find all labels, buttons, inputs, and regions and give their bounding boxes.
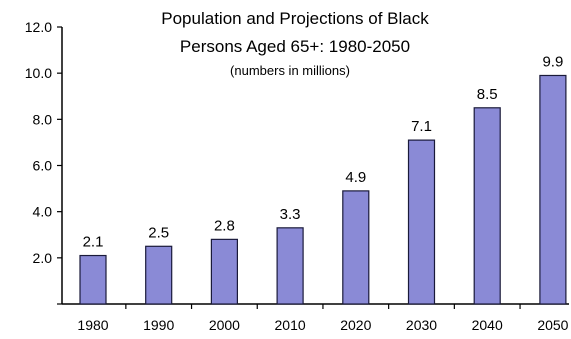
data-label-2020: 4.9 xyxy=(345,169,366,186)
data-label-2000: 2.8 xyxy=(214,217,235,234)
bar-1980 xyxy=(79,254,107,305)
x-tick-label-2000: 2000 xyxy=(209,317,240,333)
bar-1990 xyxy=(145,245,173,305)
y-tick-label: 4.0 xyxy=(33,204,53,220)
bar-2020 xyxy=(342,190,370,305)
y-tick-label: 12.0 xyxy=(25,19,52,35)
x-tick-label-2030: 2030 xyxy=(406,317,437,333)
bar-2030 xyxy=(407,139,436,305)
bar-2010 xyxy=(276,227,304,305)
chart-title-line-2: Persons Aged 65+: 1980-2050 xyxy=(180,37,410,56)
bars xyxy=(79,74,567,305)
y-tick-label: 6.0 xyxy=(33,158,53,174)
y-tick-label: 2.0 xyxy=(33,250,53,266)
chart-subtitle: (numbers in millions) xyxy=(230,63,350,78)
bar-2040 xyxy=(473,107,501,305)
data-label-1990: 2.5 xyxy=(148,224,169,241)
x-tick-label-2040: 2040 xyxy=(472,317,503,333)
chart-title-line-1: Population and Projections of Black xyxy=(161,9,429,28)
x-tick-label-1990: 1990 xyxy=(143,317,174,333)
data-label-2010: 3.3 xyxy=(280,206,301,223)
y-tick-label: 8.0 xyxy=(33,111,53,127)
x-tick-label-2050: 2050 xyxy=(537,317,568,333)
x-tick-label-1980: 1980 xyxy=(77,317,108,333)
data-label-2030: 7.1 xyxy=(411,118,432,135)
data-label-2050: 9.9 xyxy=(542,53,563,70)
bar-2000 xyxy=(210,238,238,305)
y-tick-label: 10.0 xyxy=(25,65,52,81)
data-label-1980: 2.1 xyxy=(83,234,104,251)
labels: 2.1 1980 2.5 1990 2.8 2000 3.3 2010 4.9 2020 7.1 20… xyxy=(77,53,568,333)
x-tick-label-2010: 2010 xyxy=(275,317,306,333)
bar-2050 xyxy=(539,74,567,305)
data-label-2040: 8.5 xyxy=(477,86,498,103)
x-tick-label-2020: 2020 xyxy=(340,317,371,333)
